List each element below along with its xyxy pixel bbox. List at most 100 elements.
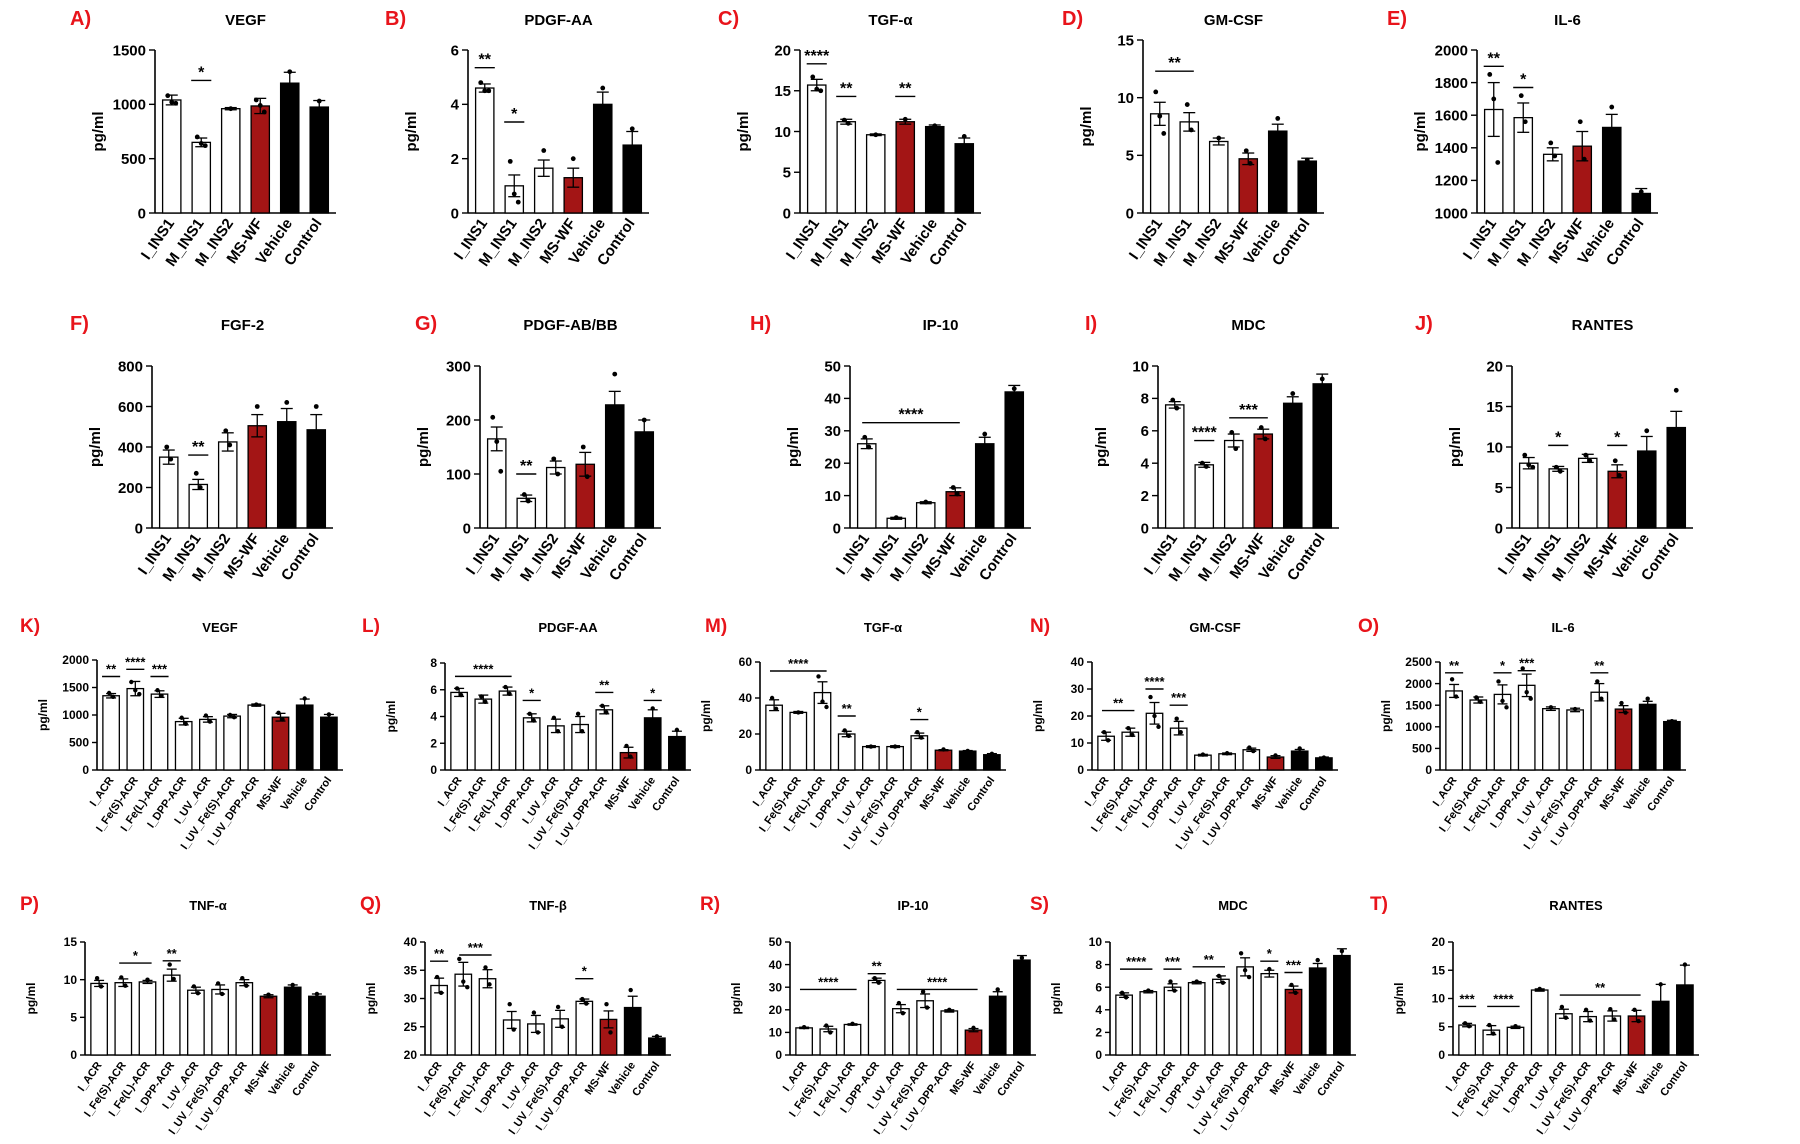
data-point [219,991,225,997]
data-point [478,80,484,85]
data-point [650,706,655,711]
data-point [1491,96,1497,102]
chart-title: MDC [1218,898,1248,913]
data-point [828,1030,833,1035]
y-tick-label: 1000 [62,708,89,722]
data-point [457,956,462,962]
chart-panel-16: P) TNF-αpg/ml051015I_ACRI_Fe(S)-ACRI_Fe(L… [20,894,331,1137]
y-tick-label: 40 [739,691,753,705]
bar [1607,470,1628,529]
data-point [1644,428,1650,434]
bar [1260,972,1279,1056]
data-point [1194,979,1199,984]
bar [522,717,541,771]
data-point [167,962,172,967]
data-point [438,990,444,996]
data-point [1638,189,1644,195]
data-point [1146,988,1151,993]
data-point [1238,951,1244,956]
y-tick-label: 10 [774,124,791,141]
data-point [1267,966,1272,972]
data-point [507,1001,512,1007]
data-point [850,1021,855,1027]
bar [223,715,241,771]
chart-panel-15: O) IL-6pg/ml05001000150020002500I_ACRI_Fe… [1358,616,1686,852]
y-tick-label: 500 [121,151,146,168]
significance-label: ** [434,946,445,961]
data-point [454,686,460,691]
y-axis-label: pg/ml [1049,983,1063,1015]
panel-letter: K) [20,616,40,637]
panel-letter: C) [718,8,739,30]
data-point [845,120,851,126]
bar [235,982,254,1056]
data-point [1174,405,1180,411]
data-point [1619,700,1624,706]
bar [283,986,302,1056]
data-point [1321,755,1327,760]
y-tick-label: 0 [1438,1048,1445,1062]
data-point [171,976,176,982]
y-tick-label: 0 [451,205,459,222]
data-point [1572,706,1578,712]
data-point [1552,153,1558,159]
data-point [531,718,536,723]
chart-panel-5: E) IL-6pg/ml100012001400160018002000I_INS… [1387,8,1658,270]
bar [279,82,300,214]
bar [910,735,929,771]
data-point [1247,745,1252,750]
bar [102,695,120,771]
data-point [1522,452,1528,458]
data-point [1184,102,1190,107]
chart-title: IP-10 [897,898,928,913]
y-tick-label: 20 [1486,358,1503,375]
y-tick-label: 4 [1141,455,1150,472]
y-tick-label: 4 [430,710,437,724]
significance-label: *** [1171,690,1187,705]
data-point [580,996,585,1002]
bar [958,750,977,771]
data-point [1170,397,1176,403]
data-point [924,1005,930,1010]
data-point [487,982,492,987]
data-point [240,975,245,981]
bar [430,984,448,1056]
significance-label: **** [818,974,839,989]
bar [309,106,330,214]
data-point [326,712,332,717]
chart-title: VEGF [225,12,266,29]
data-point [1199,460,1205,466]
chart-panel-4: D) GM-CSFpg/ml051015I_INS1M_INS1M_INS2MS-… [1062,8,1324,270]
bar [1297,160,1318,214]
chart-title: TNF-α [189,898,227,913]
bar [934,749,953,771]
y-tick-label: 30 [1071,682,1085,696]
data-point [1275,116,1281,121]
data-point [254,702,259,707]
y-tick-label: 2 [430,736,437,750]
bar [1590,691,1609,771]
data-point [254,404,260,409]
data-point [1105,738,1111,743]
data-point [841,117,847,123]
significance-label: * [1267,946,1273,961]
panel-letter: I) [1085,313,1097,335]
chart-panel-11: K) VEGFpg/ml0500100015002000I_ACRI_Fe(S)-… [20,616,343,852]
bar [1542,708,1560,771]
bar [648,1037,666,1056]
data-point [1682,962,1688,967]
data-point [604,710,609,715]
data-point [197,485,203,490]
chart-panel-1: A) VEGFpg/ml050010001500I_INS1M_INS1M_INS… [70,8,336,270]
data-point [1608,1007,1613,1012]
chart-title: IL-6 [1554,12,1581,29]
chart-title: PDGF-AB/BB [523,317,617,334]
y-tick-label: 6 [430,683,437,697]
data-point [490,414,496,420]
data-point [94,975,100,981]
data-point [129,679,134,685]
bar [114,982,133,1056]
chart-title: VEGF [202,620,237,635]
bar [1518,462,1539,529]
significance-label: *** [1165,954,1181,969]
